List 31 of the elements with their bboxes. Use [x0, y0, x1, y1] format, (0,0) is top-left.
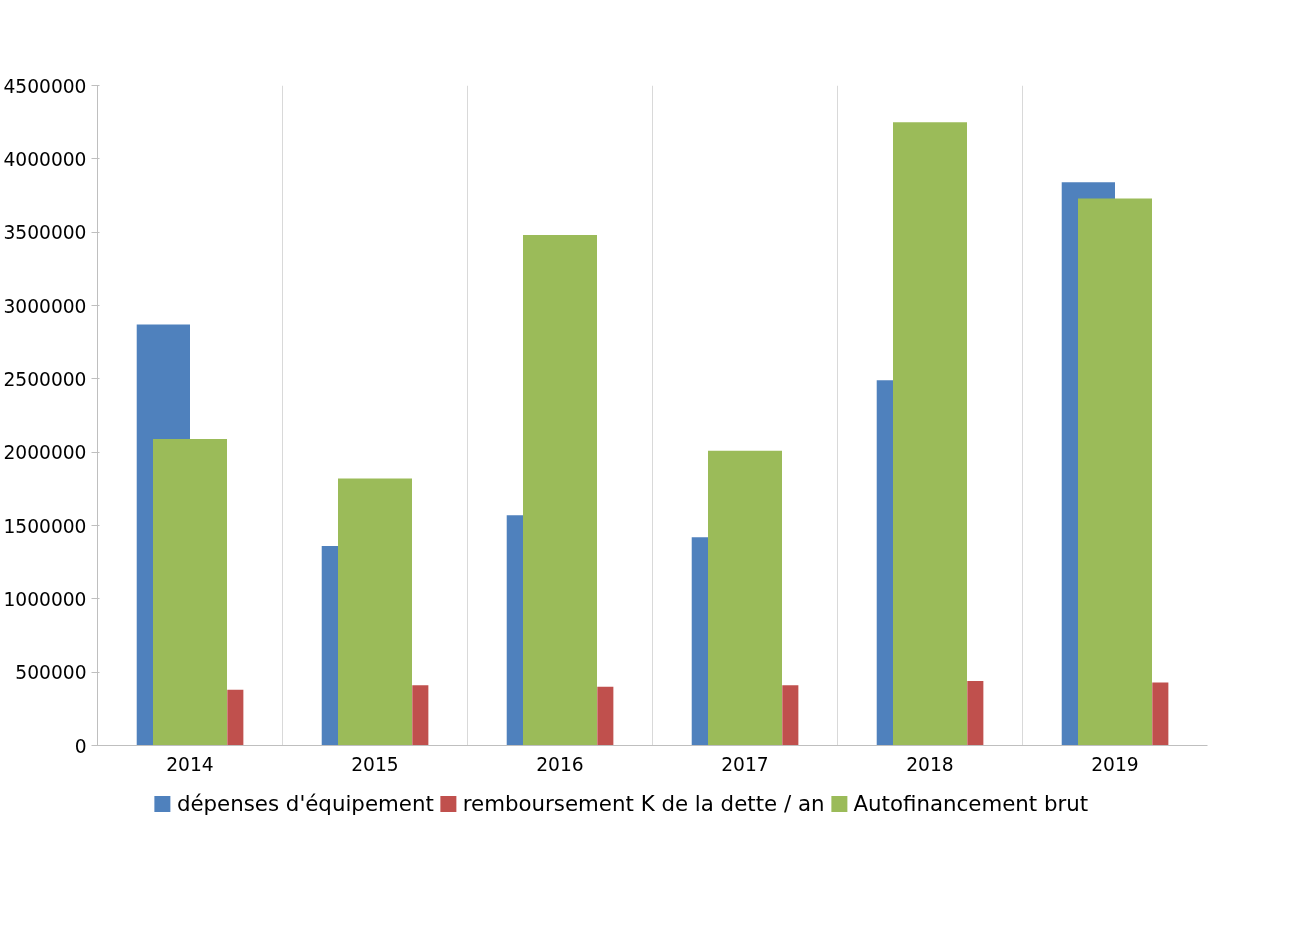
y-tick-label: 500000	[15, 662, 87, 684]
bar	[1152, 682, 1169, 746]
x-tick-label: 2019	[1091, 753, 1139, 775]
legend-label: dépenses d'équipement	[176, 790, 434, 816]
bar	[782, 685, 799, 746]
y-tick-label: 0	[74, 735, 87, 757]
bar	[597, 686, 614, 746]
bar	[412, 685, 429, 746]
bar	[153, 438, 227, 746]
y-tick-label: 1500000	[3, 515, 87, 537]
bar	[967, 680, 984, 746]
y-tick-label: 2000000	[3, 442, 87, 464]
x-tick-label: 2014	[166, 753, 214, 775]
y-tick-label: 2500000	[3, 368, 87, 390]
y-tick-label: 4000000	[3, 148, 87, 170]
y-tick-label: 3500000	[3, 222, 87, 244]
x-tick-label: 2017	[721, 753, 769, 775]
y-tick-label: 1000000	[3, 588, 87, 610]
bar	[893, 122, 967, 746]
x-tick-label: 2016	[536, 753, 584, 775]
x-tick-label: 2015	[351, 753, 399, 775]
legend-label: Autofinancement brut	[853, 790, 1089, 816]
legend-label: remboursement K de la dette / an	[462, 790, 825, 816]
x-tick-label: 2018	[906, 753, 954, 775]
bar	[338, 478, 412, 746]
y-tick-label: 4500000	[3, 75, 87, 97]
bar	[1078, 198, 1152, 746]
bar	[227, 689, 244, 746]
bar	[708, 450, 782, 746]
y-tick-label: 3000000	[3, 295, 87, 317]
bar	[523, 235, 597, 746]
